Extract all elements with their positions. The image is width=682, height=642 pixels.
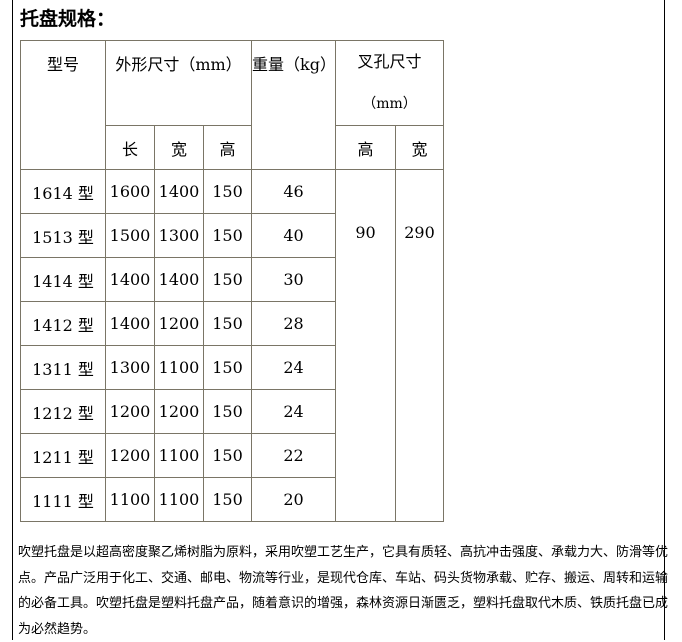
header-fork-height: 高 [335,125,396,170]
cell-height: 150 [203,433,252,478]
cell-height: 150 [203,345,252,390]
cell-length: 1500 [105,213,155,258]
cell-length: 1400 [105,301,155,346]
cell-width: 1400 [154,257,204,302]
cell-length: 1300 [105,345,155,390]
cell-height: 150 [203,169,252,214]
cell-width: 1200 [154,389,204,434]
cell-weight: 46 [251,169,336,214]
table-row: 1311 型 1300 1100 150 24 [20,345,444,390]
cell-width: 1400 [154,169,204,214]
section-title: 托盘规格： [20,8,116,30]
cell-height: 150 [203,301,252,346]
cell-length: 1200 [105,433,155,478]
cell-model: 1513 型 [20,213,106,258]
cell-model: 1311 型 [20,345,106,390]
cell-weight: 40 [251,213,336,258]
header-weight: 重量（kg） [251,40,336,170]
table-row: 1212 型 1200 1200 150 24 [20,389,444,434]
cell-weight: 24 [251,345,336,390]
cell-model: 1212 型 [20,389,106,434]
cell-model: 1614 型 [20,169,106,214]
cell-weight: 24 [251,389,336,434]
cell-height: 150 [203,477,252,522]
cell-fork-width: 290 [395,169,444,522]
cell-weight: 20 [251,477,336,522]
cell-width: 1200 [154,301,204,346]
cell-width: 1100 [154,477,204,522]
table-row: 1513 型 1500 1300 150 40 [20,213,444,258]
cell-length: 1400 [105,257,155,302]
fork-hole-label: 叉孔尺寸 [357,52,422,71]
cell-weight: 22 [251,433,336,478]
description-paragraph: 吹塑托盘是以超高密度聚乙烯树脂为原料，采用吹塑工艺生产，它具有质轻、高抗冲击强度… [18,545,669,637]
header-fork-width: 宽 [395,125,444,170]
table-row: 1412 型 1400 1200 150 28 [20,301,444,346]
header-width: 宽 [154,125,204,170]
cell-fork-height: 90 [335,169,396,522]
table-row: 1614 型 1600 1400 150 46 90 290 [20,169,444,522]
cell-model: 1414 型 [20,257,106,302]
table-row: 1211 型 1200 1100 150 22 [20,433,444,478]
cell-length: 1100 [105,477,155,522]
header-model: 型号 [20,40,106,170]
content-frame [12,0,665,640]
cell-length: 1200 [105,389,155,434]
table-row: 1111 型 1100 1100 150 20 [20,477,444,522]
fork-hole-unit: （mm） [362,96,417,112]
cell-width: 1300 [154,213,204,258]
cell-width: 1100 [154,433,204,478]
header-dimensions: 外形尺寸（mm） [105,40,252,126]
table-row: 1414 型 1400 1400 150 30 [20,257,444,302]
cell-height: 150 [203,257,252,302]
cell-model: 1211 型 [20,433,106,478]
cell-weight: 30 [251,257,336,302]
cell-height: 150 [203,389,252,434]
cell-height: 150 [203,213,252,258]
header-length: 长 [105,125,155,170]
cell-model: 1111 型 [20,477,106,522]
header-height: 高 [203,125,252,170]
cell-weight: 28 [251,301,336,346]
header-fork-hole: 叉孔尺寸 （mm） [335,40,444,126]
pallet-spec-table: 型号 外形尺寸（mm） 重量（kg） 叉孔尺寸 （mm） 长 宽 高 高 宽 1… [20,40,444,522]
cell-length: 1600 [105,169,155,214]
cell-width: 1100 [154,345,204,390]
cell-model: 1412 型 [20,301,106,346]
